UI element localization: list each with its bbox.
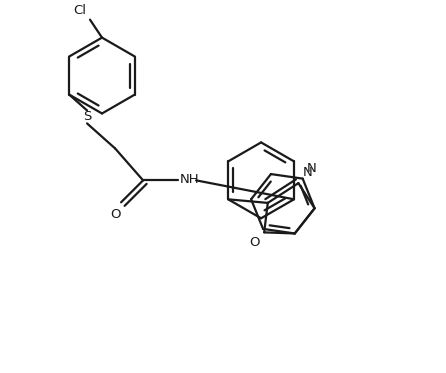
Text: N: N (307, 162, 316, 175)
Text: N: N (302, 166, 312, 179)
Text: NH: NH (180, 173, 200, 186)
Text: O: O (250, 236, 260, 250)
Text: Cl: Cl (73, 4, 86, 17)
Text: S: S (83, 110, 91, 123)
Text: O: O (110, 208, 120, 221)
